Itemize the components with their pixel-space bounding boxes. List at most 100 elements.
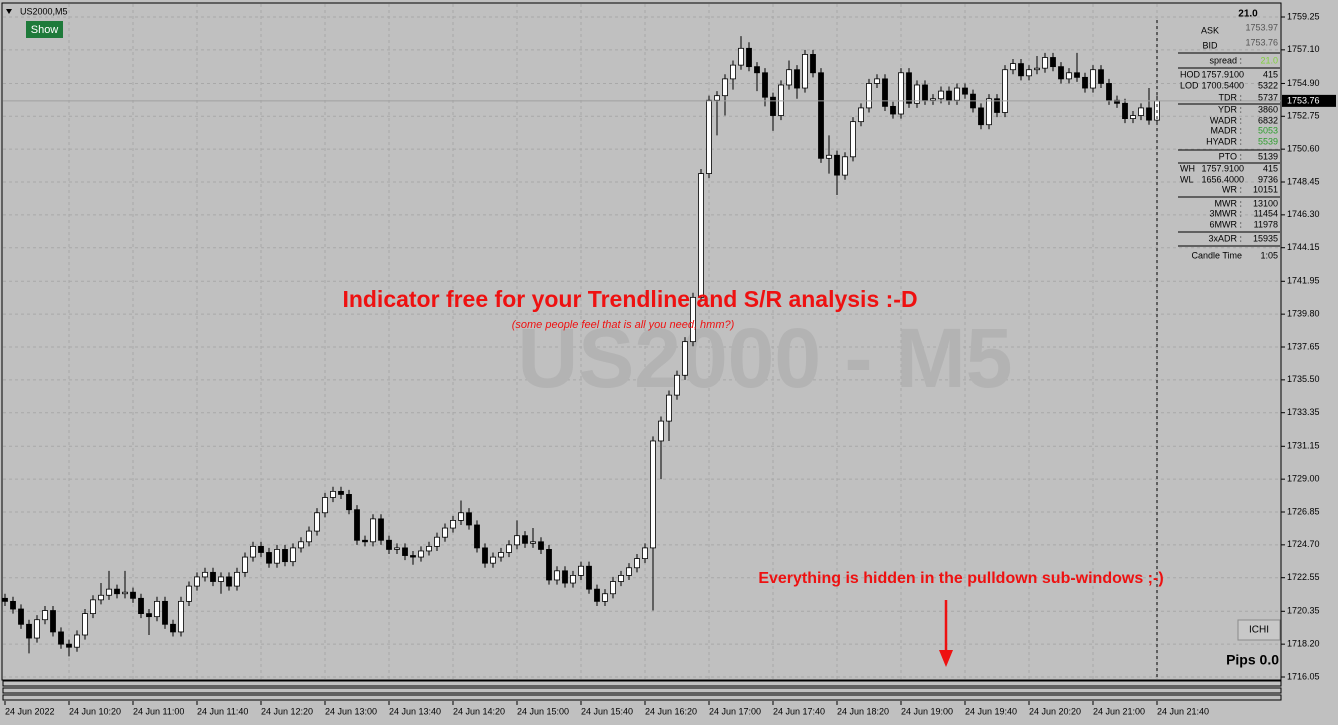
- subwindow[interactable]: [2, 687, 1282, 694]
- x-tick-label: 24 Jun 17:00: [709, 706, 761, 716]
- candle-body: [1122, 102, 1128, 119]
- panel-label: MADR :: [1211, 125, 1243, 135]
- candle-body: [322, 497, 328, 514]
- x-tick-label: 24 Jun 15:00: [517, 706, 569, 716]
- candle-body: [754, 66, 760, 74]
- chart-title: US2000,M5: [20, 6, 68, 16]
- candle-body: [138, 597, 144, 614]
- x-tick-label: 24 Jun 19:00: [901, 706, 953, 716]
- candle-body: [738, 47, 744, 66]
- candle-body: [786, 69, 792, 86]
- candle-body: [642, 547, 648, 559]
- ichi-button-label[interactable]: ICHI: [1249, 625, 1269, 636]
- candle-body: [770, 96, 776, 116]
- candle-body: [162, 600, 168, 625]
- panel-mid: 1757.9100: [1201, 163, 1244, 173]
- candle-body: [1050, 57, 1056, 68]
- subwindow[interactable]: [2, 680, 1282, 687]
- candle-body: [994, 98, 1000, 113]
- candle-body: [762, 72, 768, 98]
- candle-body: [866, 83, 872, 109]
- ichi-button[interactable]: [1237, 619, 1281, 641]
- candle-body: [1130, 115, 1136, 119]
- y-tick-label: 1759.25: [1287, 11, 1320, 21]
- candle-body: [258, 545, 264, 553]
- candle-body: [82, 613, 88, 636]
- panel-value: 15935: [1253, 233, 1278, 243]
- panel-label: Candle Time: [1191, 250, 1242, 260]
- last-price-box: [1282, 94, 1336, 107]
- candle-body: [666, 394, 672, 422]
- candle-body: [650, 440, 656, 549]
- y-tick-label: 1731.15: [1287, 441, 1320, 451]
- candle-body: [274, 549, 280, 564]
- panel-label: LOD: [1180, 80, 1199, 90]
- panel-value: 415: [1263, 163, 1278, 173]
- panel-value: 11978: [1254, 219, 1278, 229]
- panel-label: 3xADR :: [1208, 233, 1242, 243]
- candle-body: [1058, 66, 1064, 80]
- candle-body: [1042, 57, 1048, 69]
- show-button-label[interactable]: Show: [31, 24, 59, 36]
- candle-body: [490, 556, 496, 564]
- panel-label: 3MWR :: [1210, 208, 1243, 218]
- candle-body: [498, 552, 504, 558]
- candle-body: [682, 341, 688, 376]
- panel-value: 13100: [1253, 198, 1278, 208]
- candle-body: [370, 518, 376, 543]
- candle-body: [946, 90, 952, 101]
- panel-label: PTO :: [1219, 151, 1242, 161]
- candle-body: [482, 547, 488, 564]
- panel-value: 21.0: [1260, 55, 1278, 65]
- panel-label: YDR :: [1218, 104, 1242, 114]
- candle-body: [282, 549, 288, 563]
- panel-value: 1:05: [1260, 250, 1278, 260]
- candle-body: [74, 634, 80, 648]
- candle-body: [146, 613, 152, 618]
- x-tick-label: 24 Jun 11:00: [133, 706, 184, 716]
- candle-body: [954, 87, 960, 101]
- candle-body: [546, 549, 552, 581]
- candle-body: [594, 588, 600, 602]
- y-tick-label: 1737.65: [1287, 341, 1320, 351]
- candle-body: [706, 99, 712, 174]
- candle-body: [466, 512, 472, 526]
- panel-label: BID: [1202, 40, 1218, 50]
- candle-body: [474, 524, 480, 549]
- panel-mid: 1757.9100: [1201, 69, 1244, 79]
- candle-body: [306, 530, 312, 543]
- candle-body: [290, 547, 296, 563]
- candle-body: [170, 623, 176, 633]
- menu-arrow[interactable]: [6, 9, 12, 14]
- candle-body: [610, 581, 616, 595]
- candle-body: [154, 600, 160, 618]
- candle-body: [66, 643, 72, 648]
- candle-body: [634, 558, 640, 569]
- subwindow[interactable]: [2, 694, 1282, 701]
- candle-body: [426, 545, 432, 552]
- candle-body: [1114, 99, 1120, 104]
- candle-body: [186, 585, 192, 602]
- candle-body: [130, 591, 136, 599]
- candle-body: [2, 597, 8, 602]
- x-tick-label: 24 Jun 14:20: [453, 706, 505, 716]
- candle-body: [362, 539, 368, 543]
- candle-body: [1098, 69, 1104, 84]
- panel-value: 415: [1263, 69, 1278, 79]
- panel-value: 5139: [1258, 151, 1278, 161]
- x-tick-label: 24 Jun 20:20: [1029, 706, 1081, 716]
- last-price-label: 1753.76: [1287, 95, 1320, 105]
- y-tick-label: 1718.20: [1287, 639, 1320, 649]
- grid-layer: [3, 4, 1281, 680]
- candle-body: [914, 84, 920, 104]
- y-tick-label: 1744.15: [1287, 242, 1320, 252]
- panel-value: 5737: [1258, 92, 1278, 102]
- candle-body: [874, 78, 880, 84]
- candle-body: [202, 571, 208, 578]
- candle-body: [1090, 69, 1096, 89]
- candle-body: [714, 95, 720, 101]
- candle-body: [962, 87, 968, 95]
- y-tick-label: 1720.35: [1287, 606, 1320, 616]
- show-button[interactable]: [26, 21, 63, 38]
